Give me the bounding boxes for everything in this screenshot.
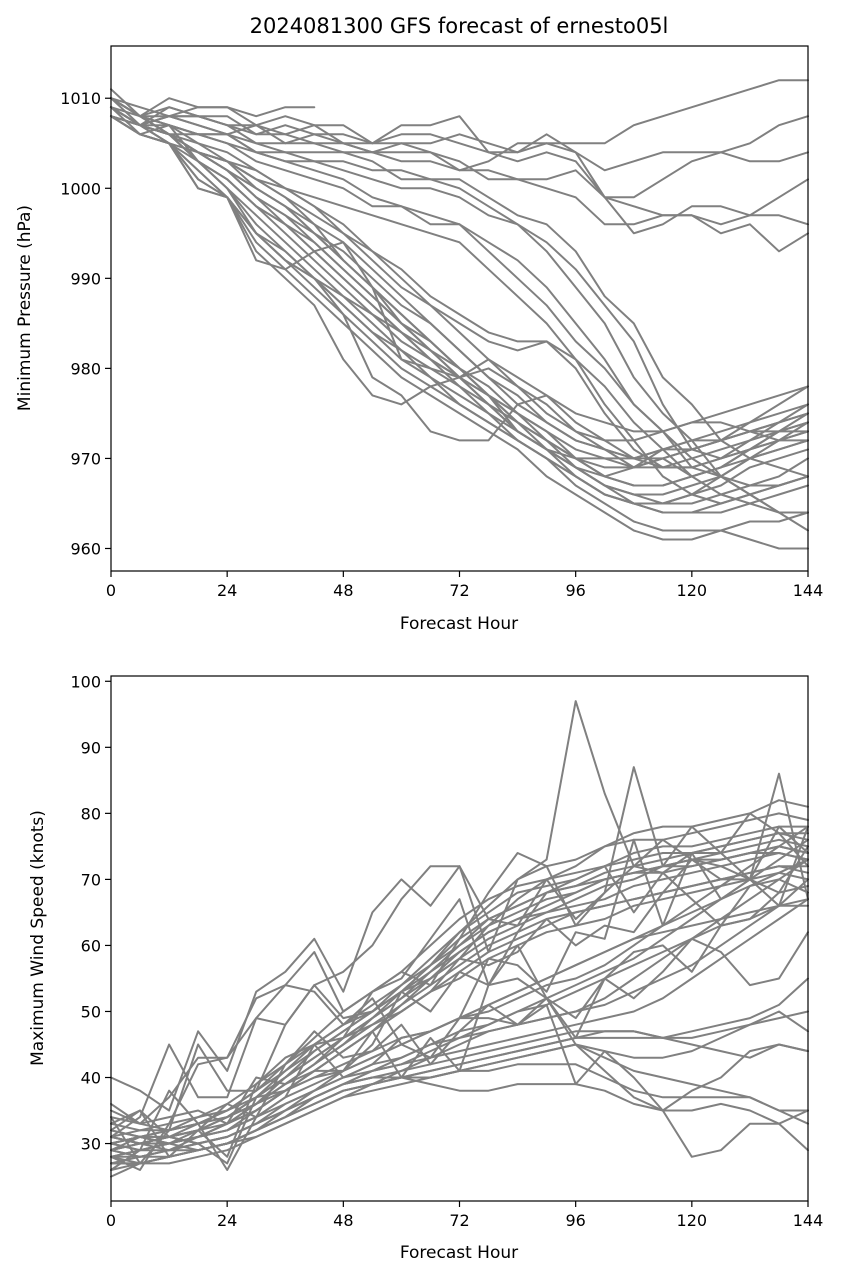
pressure-xtick-label-72: 72 [449, 581, 469, 600]
chart-title: 2024081300 GFS forecast of ernesto05l [250, 14, 669, 38]
wind-series-5 [110, 832, 809, 1152]
pressure-plot-frame [110, 45, 809, 572]
pressure-series-23 [110, 97, 809, 505]
wind-ytick-label-60: 60 [81, 936, 101, 955]
pressure-series-34 [110, 106, 809, 460]
wind-series-31 [110, 977, 809, 1125]
wind-series-group [110, 700, 809, 1178]
wind-xtick-label-48: 48 [333, 1211, 353, 1230]
wind-series-16 [110, 878, 809, 1178]
wind-series-3 [110, 825, 809, 1152]
wind-series-11 [110, 871, 809, 1145]
pressure-xtick-label-0: 0 [106, 581, 116, 600]
wind-xtick-label-24: 24 [217, 1211, 237, 1230]
pressure-ytick-label-980: 980 [70, 359, 101, 378]
pressure-series-29 [110, 97, 809, 514]
wind-series-35 [110, 885, 809, 1138]
wind-ytick-label-50: 50 [81, 1002, 101, 1021]
pressure-ytick-label-970: 970 [70, 449, 101, 468]
pressure-series-35 [110, 106, 316, 127]
pressure-ytick-label-990: 990 [70, 269, 101, 288]
pressure-ytick-label-960: 960 [70, 539, 101, 558]
pressure-xtick-label-144: 144 [793, 581, 824, 600]
pressure-panel: 0 24 48 72 96 120 144 960 970 980 990 1000 1010 Fore… [15, 45, 824, 634]
pressure-xtick-label-96: 96 [565, 581, 585, 600]
wind-panel: 0 24 48 72 96 120 144 30 40 50 60 70 80 90 100 Forecas… [28, 672, 823, 1263]
wind-series-37 [110, 766, 809, 1152]
wind-ytick-label-70: 70 [81, 870, 101, 889]
wind-series-38 [110, 772, 809, 1158]
wind-series-36 [110, 700, 809, 1165]
pressure-xtick-label-120: 120 [677, 581, 708, 600]
pressure-series-6 [110, 115, 809, 253]
pressure-series-31 [110, 115, 809, 442]
wind-ytick-label-80: 80 [81, 804, 101, 823]
wind-series-32 [110, 1003, 809, 1171]
pressure-xtick-label-48: 48 [333, 581, 353, 600]
wind-axes: 0 24 48 72 96 120 144 30 40 50 60 70 80 90 100 [70, 672, 823, 1230]
pressure-axes: 0 24 48 72 96 120 144 960 970 980 990 1000 1010 [60, 45, 824, 600]
wind-series-17 [110, 825, 809, 1145]
pressure-series-13 [110, 97, 809, 505]
pressure-series-32 [110, 106, 809, 442]
pressure-series-20 [110, 97, 809, 487]
pressure-series-33 [110, 97, 809, 460]
wind-xtick-label-0: 0 [106, 1211, 116, 1230]
pressure-series-5 [110, 97, 809, 235]
pressure-series-21 [110, 106, 809, 505]
wind-series-13 [110, 845, 809, 1132]
pressure-ytick-label-1000: 1000 [60, 179, 101, 198]
wind-xtick-label-96: 96 [565, 1211, 585, 1230]
wind-series-24 [110, 1010, 809, 1158]
wind-xtick-label-144: 144 [793, 1211, 824, 1230]
wind-xtick-label-120: 120 [677, 1211, 708, 1230]
pressure-series-18 [110, 115, 809, 469]
wind-ylabel: Maximum Wind Speed (knots) [28, 810, 48, 1066]
wind-ytick-label-30: 30 [81, 1135, 101, 1154]
wind-series-28 [110, 1076, 809, 1152]
pressure-series-11 [110, 97, 809, 487]
pressure-xlabel: Forecast Hour [400, 614, 518, 634]
wind-xlabel: Forecast Hour [400, 1243, 518, 1263]
pressure-ytick-label-1010: 1010 [60, 89, 101, 108]
pressure-series-17 [110, 97, 809, 469]
pressure-xtick-label-24: 24 [217, 581, 237, 600]
wind-xtick-label-72: 72 [449, 1211, 469, 1230]
pressure-series-12 [110, 106, 809, 514]
wind-ytick-label-100: 100 [70, 672, 101, 691]
wind-ytick-label-90: 90 [81, 738, 101, 757]
pressure-ylabel: Minimum Pressure (hPa) [15, 205, 35, 411]
wind-ytick-label-40: 40 [81, 1069, 101, 1088]
wind-series-9 [110, 852, 809, 1138]
wind-series-33 [110, 865, 809, 1165]
pressure-series-group [110, 79, 809, 550]
